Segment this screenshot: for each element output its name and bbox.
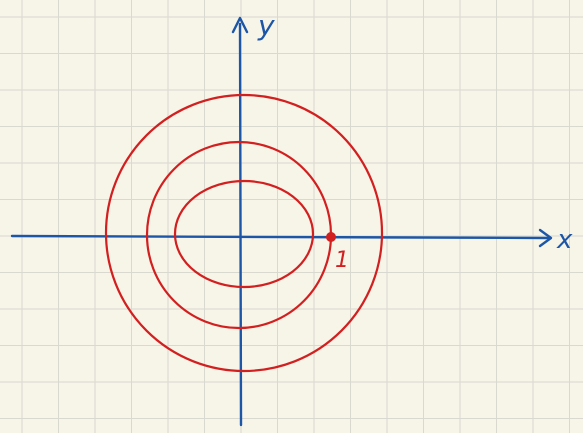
x-axis-arrow-icon bbox=[538, 228, 553, 248]
marked-point bbox=[326, 232, 336, 242]
x-axis-label: x bbox=[556, 225, 573, 255]
x-axis-line bbox=[10, 234, 550, 240]
inner-level-curve bbox=[173, 179, 315, 289]
y-axis-label: y bbox=[257, 9, 275, 42]
outer-level-curve bbox=[104, 93, 384, 373]
y-axis-line bbox=[238, 22, 243, 427]
marked-point-label: 1 bbox=[335, 248, 349, 273]
y-axis-arrow-icon bbox=[231, 16, 249, 34]
